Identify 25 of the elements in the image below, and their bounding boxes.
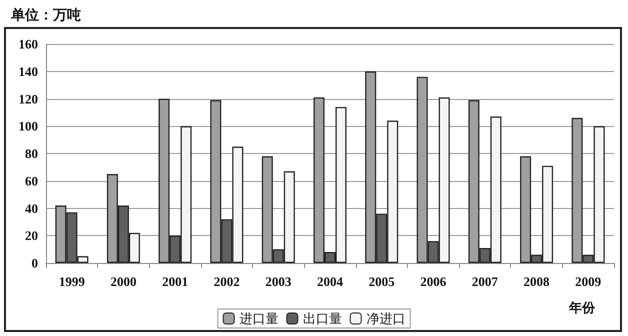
x-tick-label: 2005 (368, 274, 396, 289)
y-axis-title: 单位：万吨 (10, 8, 81, 24)
y-tick-label: 0 (32, 256, 38, 270)
x-tick-label: 2008 (524, 274, 550, 289)
y-tick-label: 80 (25, 146, 38, 161)
x-tick-label: 2004 (317, 274, 344, 289)
y-tick-label: 40 (25, 200, 38, 216)
y-tick-label: 20 (25, 228, 38, 244)
x-tick-label: 2001 (162, 274, 188, 289)
x-tick-label: 2007 (472, 274, 498, 289)
legend-label: 进口量 (239, 311, 278, 326)
y-tick-label: 100 (18, 118, 38, 134)
y-tick-label: 120 (18, 91, 38, 106)
x-tick-label: 2000 (110, 274, 136, 289)
x-tick-label: 2009 (575, 274, 602, 289)
legend-label: 出口量 (302, 311, 342, 326)
x-tick-label: 2006 (420, 274, 447, 289)
x-tick-label: 2002 (214, 274, 240, 289)
x-axis-title: 年份 (568, 300, 596, 315)
x-tick-label: 1999 (58, 274, 86, 289)
legend-label: 净进口 (366, 311, 406, 326)
x-tick-label: 2003 (265, 274, 292, 289)
y-tick-label: 140 (18, 64, 38, 79)
y-tick-label: 160 (18, 36, 38, 52)
y-tick-label: 60 (25, 173, 38, 188)
